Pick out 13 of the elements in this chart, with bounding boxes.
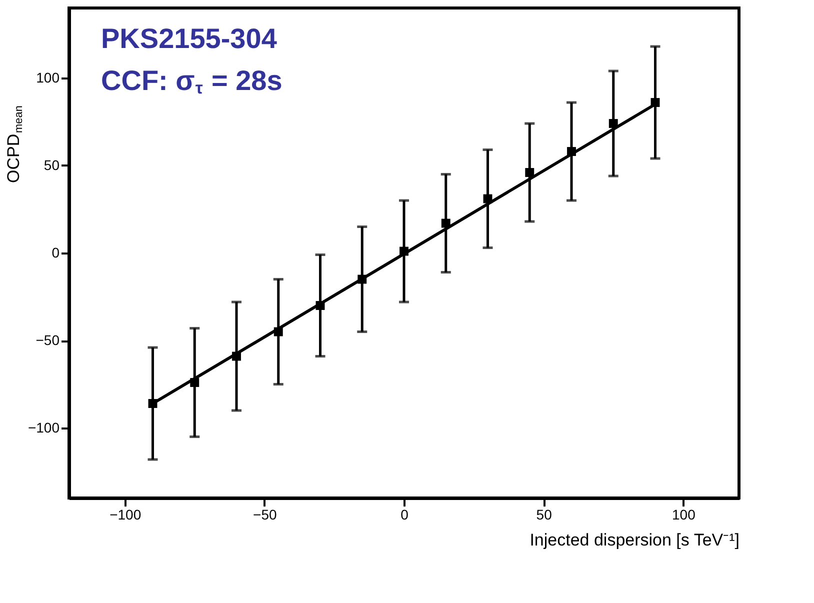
x-tick-label: 0 [400, 506, 409, 522]
x-tick-label: −100 [110, 506, 142, 522]
y-axis-title: OCPDmean [4, 106, 25, 183]
y-tick-label: 100 [36, 70, 60, 86]
x-tick-label: −50 [253, 506, 278, 522]
x-tick-label: 50 [536, 506, 552, 522]
annotation: PKS2155-304 [101, 23, 278, 54]
x-axis-title: Injected dispersion [s TeV⁻¹] [530, 530, 740, 550]
y-tick-label: −50 [36, 332, 60, 348]
y-tick-label: −100 [28, 420, 60, 436]
x-tick-label: 100 [672, 506, 696, 522]
y-tick-label: 0 [52, 244, 60, 260]
y-tick-label: 50 [44, 157, 60, 173]
